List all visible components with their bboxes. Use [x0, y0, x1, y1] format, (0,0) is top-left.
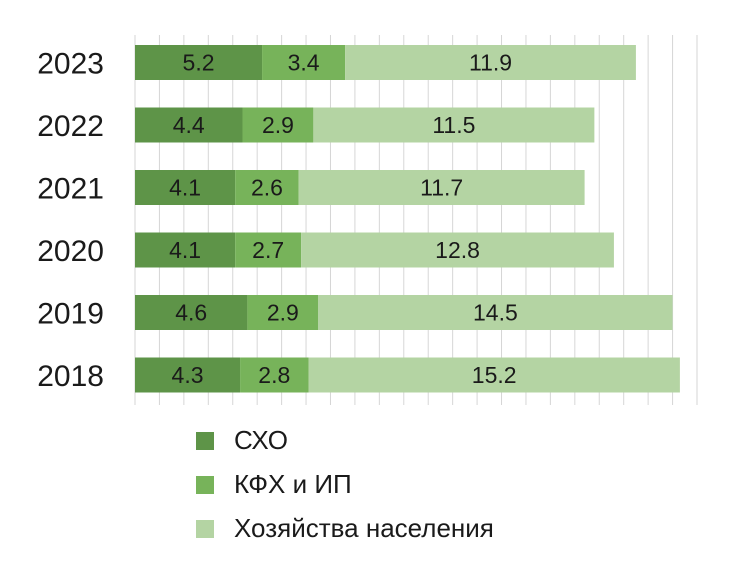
bar-segment: [235, 232, 302, 268]
category-label: 2023: [37, 48, 104, 81]
legend-swatch: [196, 476, 214, 494]
bar-segment: [135, 357, 241, 393]
data-label: 4.1: [169, 237, 201, 263]
legend-entry: СХО: [234, 425, 288, 455]
bar-segment: [135, 45, 263, 80]
category-label: 2018: [37, 360, 104, 393]
data-label: 2.6: [251, 175, 283, 201]
data-label: 12.8: [435, 237, 480, 263]
legend-entry: Хозяйства населения: [234, 513, 494, 543]
bar-segment: [313, 107, 595, 143]
data-label: 4.4: [173, 112, 205, 138]
bar-segment: [135, 232, 236, 268]
category-label: 2022: [37, 110, 104, 143]
grid-lines: [134, 35, 698, 405]
bar-segment: [247, 295, 319, 330]
bars: 5.2 3.4 11.9 4.4 2.9 11.5 4.1 2.6 11.7 4.1 2.7 12.8…: [135, 45, 680, 393]
data-label: 11.5: [432, 112, 475, 138]
bar-segment: [135, 170, 236, 205]
category-label: 2021: [37, 173, 104, 206]
data-label: 2.9: [267, 300, 299, 326]
data-label: 2.9: [262, 112, 294, 138]
bar-segment: [242, 107, 314, 143]
legend-swatch: [196, 432, 214, 450]
data-label: 4.3: [172, 362, 204, 388]
data-label: 2.8: [258, 362, 290, 388]
bar-segment: [262, 45, 346, 80]
bar-segment: [235, 170, 299, 205]
data-label: 11.9: [469, 50, 512, 76]
bar-segment: [318, 295, 673, 330]
bar-segment: [135, 295, 248, 330]
bar-segment: [345, 45, 636, 80]
data-label: 3.4: [288, 50, 320, 76]
category-label: 2020: [37, 235, 104, 268]
bar-segment: [301, 232, 614, 268]
data-label: 4.1: [169, 175, 201, 201]
data-label: 2.7: [252, 237, 284, 263]
legend-entry: КФХ и ИП: [234, 469, 352, 499]
legend-swatch: [196, 520, 214, 538]
bar-segment: [298, 170, 585, 205]
data-label: 14.5: [473, 300, 518, 326]
category-labels: 2023 2022 2021 2020 2019 2018: [37, 48, 104, 394]
bar-segment: [135, 107, 243, 143]
legend: СХО КФХ и ИП Хозяйства населения: [196, 425, 494, 543]
category-label: 2019: [37, 298, 104, 331]
data-label: 5.2: [183, 50, 215, 76]
data-label: 11.7: [420, 175, 463, 201]
bar-segment: [308, 357, 680, 393]
data-label: 4.6: [175, 300, 207, 326]
data-label: 15.2: [472, 362, 517, 388]
bar-segment: [240, 357, 309, 393]
